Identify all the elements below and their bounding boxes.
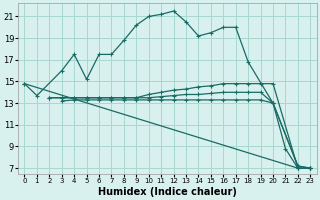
- X-axis label: Humidex (Indice chaleur): Humidex (Indice chaleur): [98, 187, 237, 197]
